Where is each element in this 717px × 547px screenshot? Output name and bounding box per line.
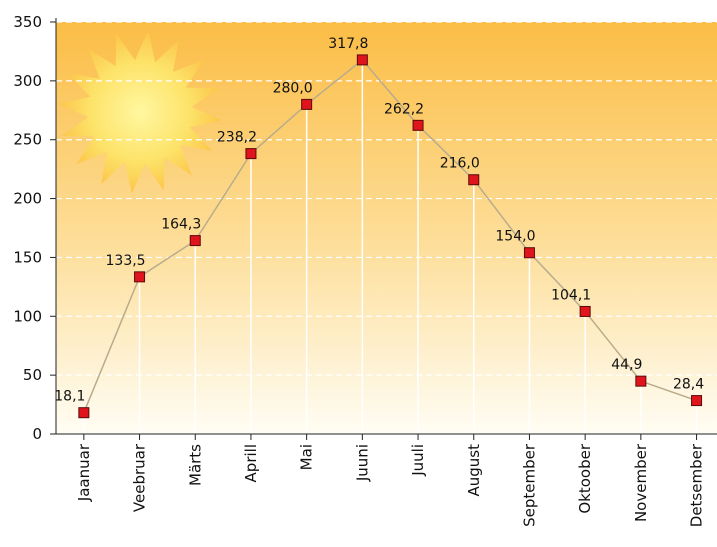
value-label: 216,0 xyxy=(440,156,480,172)
value-label: 317,8 xyxy=(328,36,368,52)
marker xyxy=(245,148,257,160)
x-tick-label: Veebruar xyxy=(131,443,149,512)
value-label: 164,3 xyxy=(161,217,201,233)
marker xyxy=(301,98,313,110)
value-label: 133,5 xyxy=(106,253,146,269)
value-label: 238,2 xyxy=(217,130,257,146)
value-label: 280,0 xyxy=(273,80,313,96)
value-label: 44,9 xyxy=(611,357,642,373)
x-tick-label: Juuni xyxy=(353,444,371,482)
value-label: 18,1 xyxy=(54,389,85,405)
y-tick-label: 250 xyxy=(13,131,42,149)
y-tick-label: 150 xyxy=(13,248,42,266)
y-tick-label: 100 xyxy=(13,307,42,325)
value-label: 28,4 xyxy=(673,377,704,393)
y-tick-label: 350 xyxy=(13,13,42,31)
marker xyxy=(523,247,535,259)
x-tick-label: Märts xyxy=(186,444,204,486)
marker xyxy=(635,375,647,387)
x-tick-label: Mai xyxy=(298,444,316,470)
y-tick-label: 0 xyxy=(32,425,42,443)
x-tick-label: Jaanuar xyxy=(75,443,93,502)
x-tick-label: August xyxy=(465,444,483,497)
x-tick-label: November xyxy=(632,443,650,522)
value-label: 154,0 xyxy=(495,229,535,245)
y-tick-label: 300 xyxy=(13,72,42,90)
line xyxy=(83,58,697,413)
marker xyxy=(134,271,146,283)
value-label: 104,1 xyxy=(551,287,591,303)
y-tick-label: 200 xyxy=(13,190,42,208)
x-tick-label: Oktoober xyxy=(576,443,594,513)
x-tick-label: Detsember xyxy=(688,443,706,527)
marker xyxy=(412,119,424,131)
y-tick-label: 50 xyxy=(23,366,42,384)
marker xyxy=(691,395,703,407)
x-tick-label: September xyxy=(520,443,538,527)
marker xyxy=(78,407,90,419)
x-tick-label: Aprill xyxy=(242,444,260,482)
value-label: 262,2 xyxy=(384,101,424,117)
sun-decoration xyxy=(58,30,222,194)
marker xyxy=(468,174,480,186)
marker xyxy=(189,235,201,247)
marker xyxy=(579,305,591,317)
x-tick-label: Juuli xyxy=(409,444,427,477)
marker xyxy=(356,54,368,66)
